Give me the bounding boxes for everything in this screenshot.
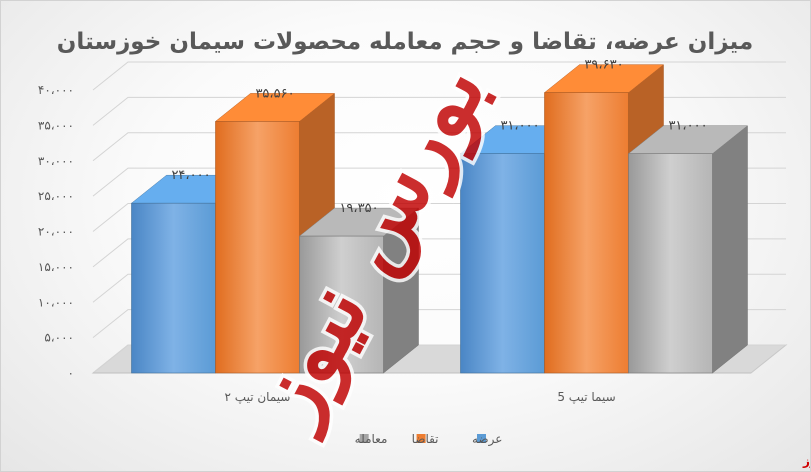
bar-front — [628, 153, 713, 374]
data-label: ۳۱،۰۰۰ — [500, 119, 539, 134]
bar-front — [460, 153, 545, 374]
legend-swatch — [359, 434, 369, 443]
legend-swatch — [416, 434, 426, 443]
legend-swatch — [477, 434, 486, 443]
bar-front — [544, 92, 629, 374]
bars — [130, 64, 749, 374]
legend-label: تقاضا — [412, 432, 439, 446]
y-tick-label: ۲۵،۰۰۰ — [38, 189, 74, 203]
source-label: بورس نیوز — [802, 454, 810, 469]
chart-title: میزان عرضه، تقاضا و حجم معامله محصولات س… — [57, 29, 753, 55]
x-category-label: سیما تیپ 5 — [557, 390, 615, 404]
legend: عرضه تقاضا معامله — [355, 432, 503, 447]
y-tick-label: ۵،۰۰۰ — [44, 331, 74, 345]
bar — [627, 125, 749, 374]
bar-front — [131, 202, 216, 374]
data-label: ۱۹،۳۵۰ — [339, 201, 378, 216]
data-label: ۲۴،۰۰۰ — [171, 168, 210, 183]
y-tick-label: ۳۰،۰۰۰ — [38, 154, 74, 168]
legend-label: عرضه — [472, 432, 502, 447]
data-label: ۳۹،۶۳۰ — [584, 58, 623, 73]
bar-front — [299, 235, 384, 374]
bar-side — [712, 125, 748, 374]
data-label: ۳۵،۵۶۰ — [255, 86, 294, 101]
data-labels: ۲۴،۰۰۰ ۳۵،۵۶۰ ۱۹،۳۵۰ ۳۱،۰۰۰ ۳۹،۶۳۰ ۳۱،۰۰۰ — [171, 58, 707, 216]
y-tick-label: ۱۵،۰۰۰ — [38, 260, 74, 274]
legend-label: معامله — [355, 432, 388, 446]
gridline — [92, 61, 786, 91]
y-tick-label: ۲۰،۰۰۰ — [38, 225, 74, 239]
y-tick-label: ۳۵،۰۰۰ — [38, 118, 74, 132]
y-tick-label: ۱۰،۰۰۰ — [38, 295, 74, 309]
bar-front — [215, 121, 300, 374]
data-label: ۳۱،۰۰۰ — [668, 119, 707, 134]
bar — [298, 207, 420, 374]
x-category-label: سیمان تیپ ۲ — [225, 390, 291, 404]
y-tick-label: ۴۰،۰۰۰ — [38, 83, 74, 97]
y-tick-label: ۰ — [68, 366, 74, 380]
